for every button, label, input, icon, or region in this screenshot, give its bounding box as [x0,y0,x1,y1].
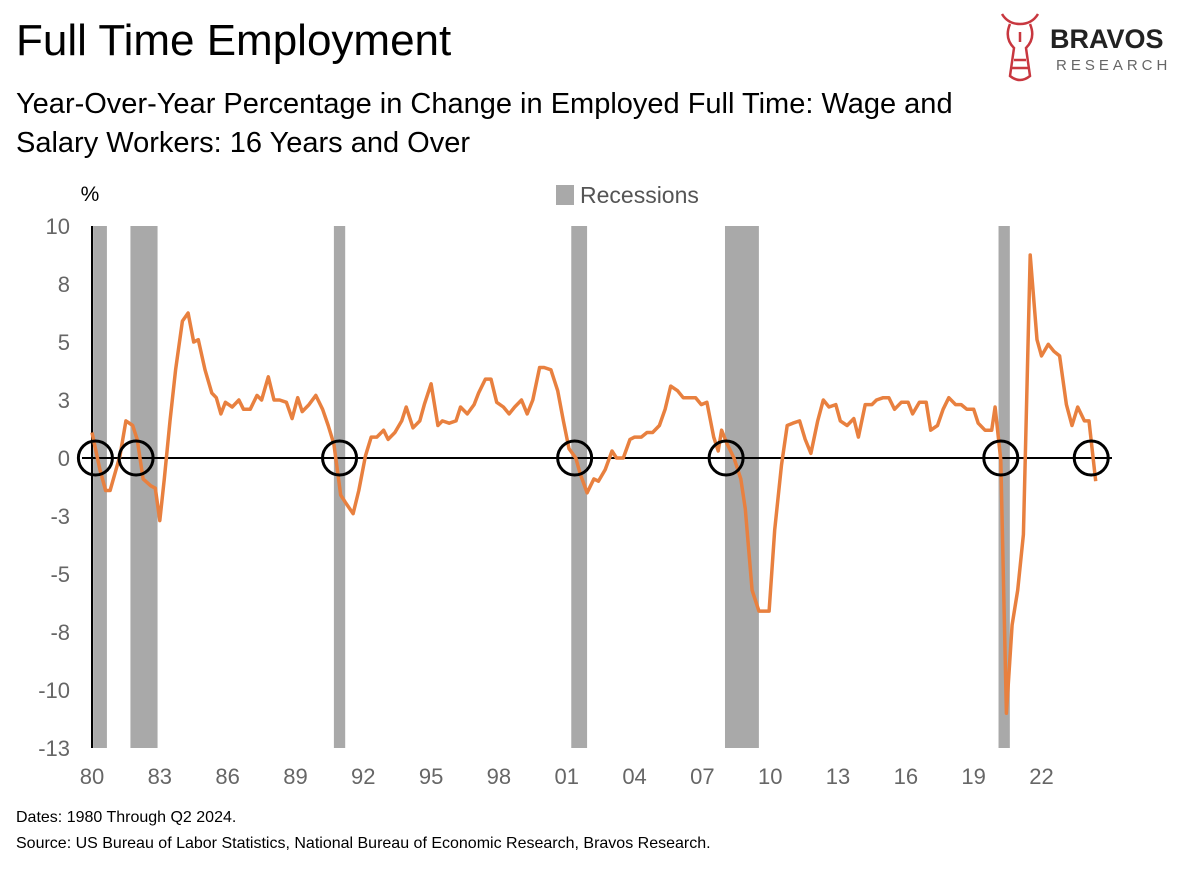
chart-subtitle: Year-Over-Year Percentage in Change in E… [16,88,953,120]
chart-subtitle: Salary Workers: 16 Years and Over [16,127,470,159]
y-tick-label: -5 [50,562,70,587]
y-tick-label: -3 [50,504,70,529]
x-tick-label: 92 [351,764,375,789]
x-tick-label: 98 [487,764,511,789]
y-tick-label: 0 [58,446,70,471]
legend-label: Recessions [580,182,699,208]
logo-icon [1000,13,1040,82]
recession-band [93,226,107,748]
zero-crossing-marker [117,439,155,477]
y-tick-label: -10 [38,678,70,703]
y-tick-label: -8 [50,620,70,645]
x-tick-label: 01 [554,764,578,789]
recession-band [571,226,588,748]
y-tick-label: -13 [38,736,70,761]
x-tick-label: 83 [148,764,172,789]
x-tick-label: 95 [419,764,443,789]
x-tick-label: 89 [283,764,307,789]
data-line [90,253,1098,715]
x-tick-label: 07 [690,764,714,789]
x-tick-label: 04 [622,764,646,789]
x-tick-label: 19 [961,764,985,789]
zero-crossing-marker [556,439,594,477]
y-tick-label: 10 [46,214,70,239]
y-tick-label: 8 [58,272,70,297]
recession-band [998,226,1010,748]
zero-crossing-marker [982,439,1020,477]
x-tick-label: 22 [1029,764,1053,789]
y-axis-label: % [81,183,100,206]
zero-crossing-marker [321,439,359,477]
zero-crossing-marker [76,439,114,477]
y-tick-label: 3 [58,388,70,413]
x-tick-label: 10 [758,764,782,789]
x-tick-label: 86 [215,764,239,789]
x-tick-label: 80 [80,764,104,789]
x-tick-label: 16 [894,764,918,789]
zero-crossing-marker [1072,439,1110,477]
chart-title: Full Time Employment [16,16,451,65]
zero-crossing-marker [707,439,745,477]
y-tick-label: 5 [58,330,70,355]
footnote: Dates: 1980 Through Q2 2024. [16,809,236,826]
legend-swatch [556,185,574,205]
footnote: Source: US Bureau of Labor Statistics, N… [16,835,711,852]
logo-tagline: RESEARCH [1056,57,1171,74]
logo-name: BRAVOS [1050,24,1164,54]
x-tick-label: 13 [826,764,850,789]
